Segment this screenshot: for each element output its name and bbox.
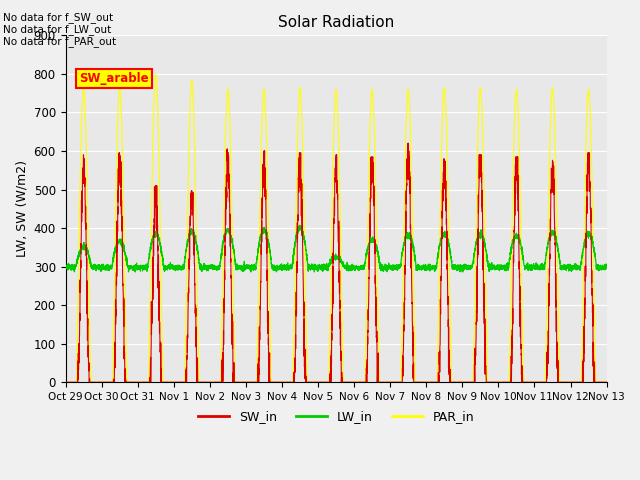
Title: Solar Radiation: Solar Radiation [278, 15, 394, 30]
Y-axis label: LW, SW (W/m2): LW, SW (W/m2) [15, 160, 28, 257]
Text: SW_arable: SW_arable [79, 72, 148, 85]
Text: No data for f_LW_out: No data for f_LW_out [3, 24, 111, 35]
Text: No data for f_PAR_out: No data for f_PAR_out [3, 36, 116, 47]
Legend: SW_in, LW_in, PAR_in: SW_in, LW_in, PAR_in [193, 405, 479, 428]
Text: No data for f_SW_out: No data for f_SW_out [3, 12, 113, 23]
